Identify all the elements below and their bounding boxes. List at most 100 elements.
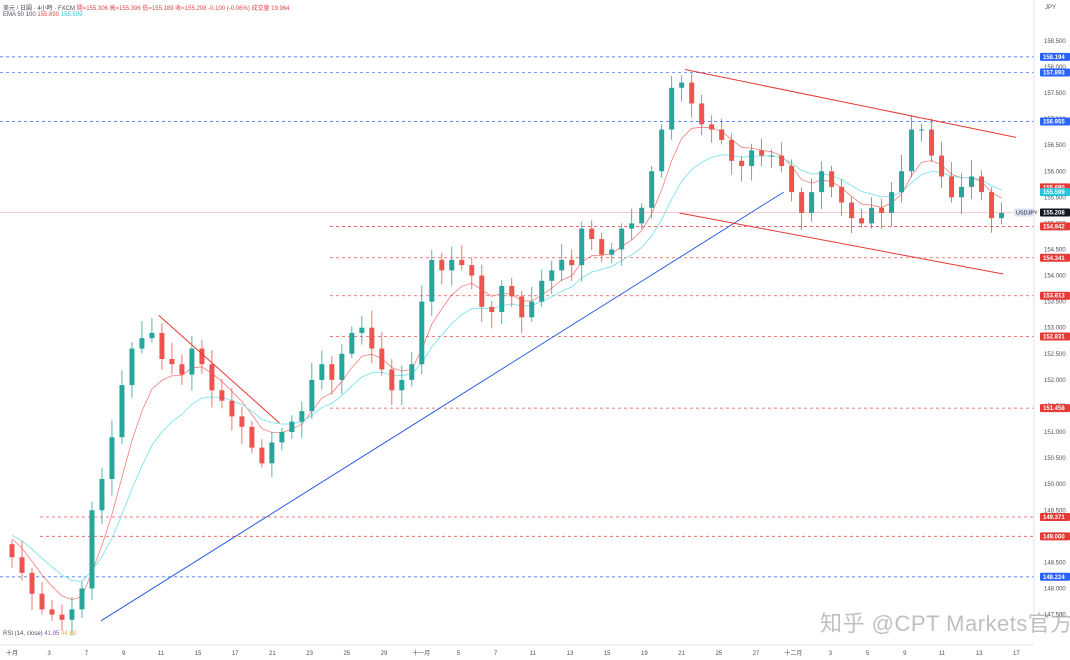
candle-body-70 bbox=[709, 124, 715, 130]
candle-body-77 bbox=[779, 155, 785, 167]
candles bbox=[9, 73, 1005, 636]
ema50-value: 155.690 bbox=[37, 12, 60, 18]
candle-body-87 bbox=[879, 207, 885, 213]
level-tag-5 bbox=[1040, 222, 1070, 231]
time-tick-2: 7 bbox=[85, 651, 89, 657]
price-tick-1: 158.000 bbox=[1044, 65, 1066, 71]
level-tag-text-7: 153.613 bbox=[1043, 294, 1065, 300]
price-axis[interactable]: 158.500158.000157.500157.000156.500156.0… bbox=[0, 0, 1070, 625]
candle-body-10 bbox=[109, 437, 115, 479]
level-tag-4 bbox=[1040, 188, 1070, 197]
candle-body-11 bbox=[119, 385, 125, 438]
candle-body-49 bbox=[499, 285, 505, 313]
symbol-line: 美元 / 日圓 · 4小時 · FXCM bbox=[3, 6, 76, 12]
candle-body-23 bbox=[239, 416, 245, 427]
candle-body-47 bbox=[479, 275, 485, 307]
candle-body-30 bbox=[309, 379, 315, 412]
candle-body-40 bbox=[409, 364, 415, 380]
candle-body-31 bbox=[319, 364, 325, 380]
candle-body-48 bbox=[489, 306, 495, 313]
candle-body-4 bbox=[49, 609, 55, 615]
candle-body-27 bbox=[279, 432, 285, 443]
candle-body-78 bbox=[789, 166, 795, 193]
level-tag-7 bbox=[1040, 291, 1070, 300]
candle-body-55 bbox=[559, 259, 565, 271]
candle-body-9 bbox=[99, 478, 105, 511]
trend-lines[interactable] bbox=[100, 69, 1017, 622]
price-tick-18: 149.500 bbox=[1044, 508, 1066, 514]
candle-body-85 bbox=[859, 218, 865, 224]
candle-body-6 bbox=[69, 609, 75, 620]
level-tag-text-10: 149.371 bbox=[1043, 515, 1065, 521]
level-tag-1 bbox=[1040, 68, 1070, 77]
candle-body-18 bbox=[189, 348, 195, 375]
time-tick-12: 5 bbox=[457, 651, 461, 657]
price-tick-20: 148.500 bbox=[1044, 560, 1066, 566]
ema-legend[interactable]: EMA 50 100 155.690 155.599 bbox=[3, 12, 82, 18]
candle-body-43 bbox=[439, 259, 445, 271]
level-tag-text-5: 154.942 bbox=[1043, 224, 1065, 230]
candle-body-29 bbox=[299, 411, 305, 422]
price-tick-6: 155.500 bbox=[1044, 195, 1066, 201]
candle-body-71 bbox=[719, 129, 725, 140]
trendline-up-support bbox=[100, 191, 784, 622]
time-axis[interactable]: 十月 3 7 9 11 15 17 21 23 25 29 十一月 5 7 11 13 15 19 21 25 27 十二… bbox=[0, 644, 1034, 657]
candle-body-63 bbox=[639, 207, 645, 224]
trendline-channel-top bbox=[684, 69, 1017, 138]
price-tick-8: 154.500 bbox=[1044, 247, 1066, 253]
candle-body-66 bbox=[669, 87, 675, 130]
price-tick-15: 151.000 bbox=[1044, 430, 1066, 436]
candle-body-39 bbox=[399, 379, 405, 391]
level-tag-text-9: 151.458 bbox=[1043, 406, 1065, 412]
level-tag-10 bbox=[1040, 512, 1070, 521]
symbol-tag-text: USDJPY bbox=[1016, 211, 1038, 217]
candle-body-28 bbox=[289, 421, 295, 433]
rsi-label: RSI (14, close) bbox=[3, 631, 43, 637]
price-tick-16: 150.500 bbox=[1044, 456, 1066, 462]
time-tick-1: 3 bbox=[48, 651, 52, 657]
time-tick-27: 17 bbox=[1013, 651, 1020, 657]
current-price-text: 155.208 bbox=[1043, 211, 1065, 217]
level-tag-8 bbox=[1040, 332, 1070, 341]
price-tick-10: 153.500 bbox=[1044, 300, 1066, 306]
level-tag-9 bbox=[1040, 404, 1070, 413]
candle-body-80 bbox=[809, 192, 815, 213]
ema-lines bbox=[11, 126, 1002, 601]
rsi-legend[interactable]: RSI (14, close) 41.95 44.68 bbox=[3, 631, 76, 637]
candle-body-97 bbox=[979, 176, 985, 193]
time-tick-5: 15 bbox=[195, 651, 202, 657]
candle-body-32 bbox=[329, 364, 335, 380]
time-tick-18: 21 bbox=[678, 651, 685, 657]
time-tick-22: 3 bbox=[829, 651, 833, 657]
candle-body-3 bbox=[39, 593, 45, 610]
candle-body-56 bbox=[569, 259, 575, 266]
candle-body-20 bbox=[209, 364, 215, 391]
price-tick-21: 148.000 bbox=[1044, 586, 1066, 592]
candle-body-86 bbox=[869, 207, 875, 224]
price-tick-9: 154.000 bbox=[1044, 274, 1066, 280]
candle-body-90 bbox=[909, 129, 915, 172]
candle-body-81 bbox=[819, 171, 825, 193]
candle-body-74 bbox=[749, 150, 755, 167]
time-tick-20: 27 bbox=[753, 651, 760, 657]
price-tick-13: 152.000 bbox=[1044, 378, 1066, 384]
symbol-header: 美元 / 日圓 · 4小時 · FXCM 開=155.306 高=155.396… bbox=[3, 3, 290, 12]
candle-body-72 bbox=[729, 139, 735, 161]
level-tag-text-1: 157.893 bbox=[1043, 71, 1065, 77]
candle-body-36 bbox=[369, 327, 375, 349]
candle-body-64 bbox=[649, 171, 655, 208]
candle-body-84 bbox=[849, 202, 855, 219]
candle-body-93 bbox=[939, 155, 945, 177]
candle-body-52 bbox=[529, 301, 535, 318]
time-tick-21: 十二月 bbox=[784, 649, 802, 657]
time-tick-8: 23 bbox=[306, 651, 313, 657]
candle-body-7 bbox=[79, 588, 85, 610]
candle-body-99 bbox=[999, 212, 1005, 219]
candle-body-68 bbox=[689, 82, 695, 104]
candle-body-95 bbox=[959, 186, 965, 198]
candle-body-46 bbox=[469, 265, 475, 276]
time-tick-0: 十月 bbox=[6, 649, 18, 657]
price-tick-2: 157.500 bbox=[1044, 91, 1066, 97]
price-tick-22: 147.500 bbox=[1044, 613, 1066, 619]
